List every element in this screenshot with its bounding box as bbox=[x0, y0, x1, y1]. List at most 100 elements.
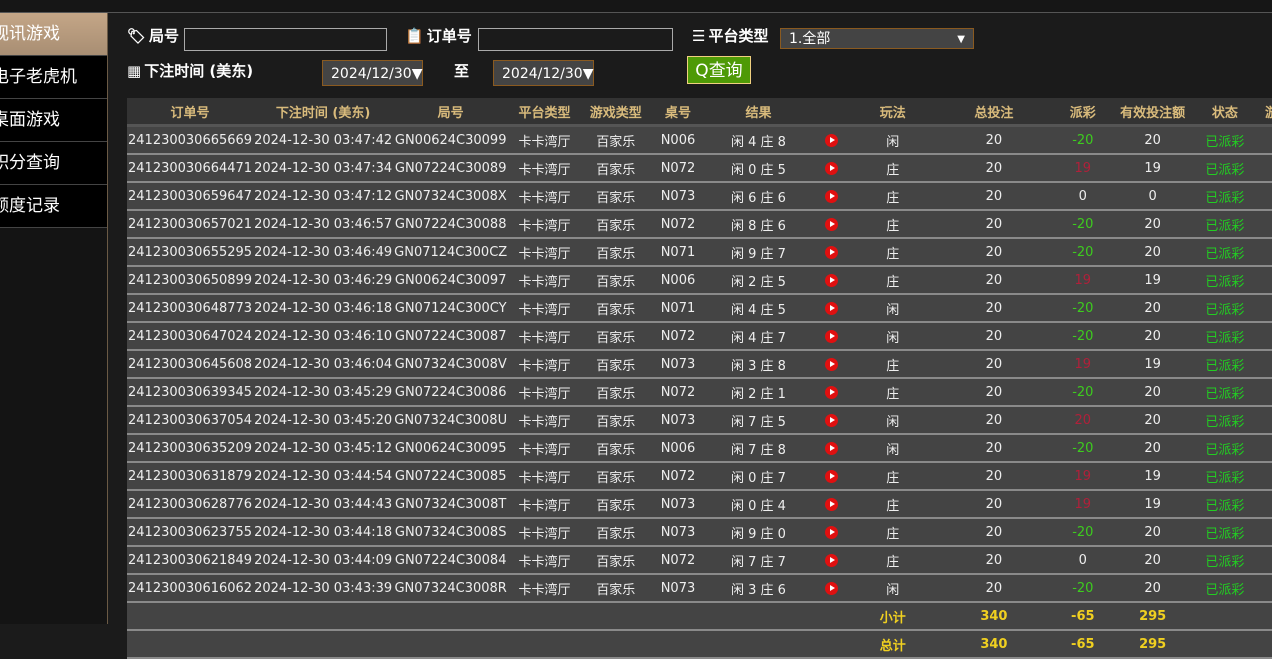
bet-side: 庄 bbox=[851, 518, 934, 547]
replay-cell bbox=[811, 546, 852, 575]
total-bet: 20 bbox=[933, 574, 1054, 603]
total-bet: 20 bbox=[933, 266, 1054, 295]
valid-bet: 20 bbox=[1111, 574, 1194, 603]
result: 闲 7 庄 8 bbox=[705, 434, 812, 463]
extra bbox=[1256, 154, 1272, 183]
bet-side: 庄 bbox=[851, 350, 934, 379]
spacer bbox=[1256, 630, 1272, 659]
column-header: 平台类型 bbox=[508, 98, 581, 127]
extra bbox=[1256, 182, 1272, 211]
order-id: 241230030647024 bbox=[127, 322, 254, 351]
play-icon[interactable] bbox=[825, 441, 839, 455]
order-input[interactable] bbox=[478, 28, 673, 51]
order-id: 241230030648773 bbox=[127, 294, 254, 323]
payout: 19 bbox=[1054, 154, 1112, 183]
play-icon[interactable] bbox=[825, 581, 839, 595]
replay-cell bbox=[811, 434, 852, 463]
order-label: 订单号 bbox=[426, 27, 472, 45]
payout: -20 bbox=[1054, 434, 1112, 463]
round-id: GN07324C3008U bbox=[393, 406, 509, 435]
payout: -20 bbox=[1054, 378, 1112, 407]
status: 已派彩 bbox=[1193, 294, 1257, 323]
round-id: GN07224C30087 bbox=[393, 322, 509, 351]
extra bbox=[1256, 294, 1272, 323]
date-from-select[interactable]: 2024/12/30▼ bbox=[322, 60, 423, 86]
column-header: 游戏类型 bbox=[580, 98, 651, 127]
bet-time: 2024-12-30 03:46:57 bbox=[253, 210, 394, 239]
play-icon[interactable] bbox=[825, 217, 839, 231]
play-icon[interactable] bbox=[825, 357, 839, 371]
play-icon[interactable] bbox=[825, 161, 839, 175]
extra bbox=[1256, 518, 1272, 547]
date-to-select[interactable]: 2024/12/30▼ bbox=[493, 60, 594, 86]
status: 已派彩 bbox=[1193, 546, 1257, 575]
play-icon[interactable] bbox=[825, 469, 839, 483]
play-icon[interactable] bbox=[825, 413, 839, 427]
bet-records-table: 订单号 下注时间 (美东) 局号 平台类型 游戏类型 桌号 结果 玩法 总投注 派彩 有效投注额 状态… bbox=[127, 98, 1272, 659]
play-icon[interactable] bbox=[825, 301, 839, 315]
round-input[interactable] bbox=[184, 28, 387, 51]
sidebar-item-credit-log[interactable]: 额度记录 bbox=[0, 185, 107, 228]
play-icon[interactable] bbox=[825, 553, 839, 567]
bet-side: 庄 bbox=[851, 210, 934, 239]
sidebar-item-live-games[interactable]: 视讯游戏 bbox=[0, 13, 107, 56]
total-bet: 20 bbox=[933, 406, 1054, 435]
total-bet: 20 bbox=[933, 434, 1054, 463]
bet-time: 2024-12-30 03:47:34 bbox=[253, 154, 394, 183]
table-no: N071 bbox=[650, 294, 706, 323]
order-id: 241230030637054 bbox=[127, 406, 254, 435]
result: 闲 3 庄 8 bbox=[705, 350, 812, 379]
total-row: 总计 340 -65 295 bbox=[127, 630, 1272, 659]
play-icon[interactable] bbox=[825, 273, 839, 287]
order-id: 241230030623755 bbox=[127, 518, 254, 547]
valid-bet: 20 bbox=[1111, 546, 1194, 575]
order-id: 241230030631879 bbox=[127, 462, 254, 491]
column-header: 下注时间 (美东) bbox=[253, 98, 394, 127]
play-icon[interactable] bbox=[825, 497, 839, 511]
column-header: 状态 bbox=[1193, 98, 1257, 127]
game-type: 百家乐 bbox=[580, 350, 651, 379]
to-label: 至 bbox=[454, 62, 470, 80]
result: 闲 4 庄 8 bbox=[705, 125, 812, 155]
sidebar-item-points[interactable]: 积分查询 bbox=[0, 142, 107, 185]
play-icon[interactable] bbox=[825, 385, 839, 399]
result: 闲 8 庄 6 bbox=[705, 210, 812, 239]
order-id: 241230030639345 bbox=[127, 378, 254, 407]
platform-select[interactable]: 1.全部 ▼ bbox=[780, 28, 974, 49]
play-icon[interactable] bbox=[825, 245, 839, 259]
spacer bbox=[127, 602, 852, 631]
sidebar-item-table-games[interactable]: 桌面游戏 bbox=[0, 99, 107, 142]
play-icon[interactable] bbox=[825, 525, 839, 539]
bet-side: 庄 bbox=[851, 266, 934, 295]
game-type: 百家乐 bbox=[580, 462, 651, 491]
bet-time: 2024-12-30 03:43:39 bbox=[253, 574, 394, 603]
game-type: 百家乐 bbox=[580, 406, 651, 435]
extra bbox=[1256, 406, 1272, 435]
sidebar-item-slots[interactable]: 电子老虎机 bbox=[0, 56, 107, 99]
order-id: 241230030628776 bbox=[127, 490, 254, 519]
search-button[interactable]: Q查询 bbox=[687, 56, 751, 84]
platform: 卡卡湾厅 bbox=[508, 462, 581, 491]
total-payout: -65 bbox=[1054, 630, 1112, 659]
status: 已派彩 bbox=[1193, 462, 1257, 491]
game-type: 百家乐 bbox=[580, 490, 651, 519]
bet-time: 2024-12-30 03:45:29 bbox=[253, 378, 394, 407]
replay-cell bbox=[811, 378, 852, 407]
round-id: GN00624C30099 bbox=[393, 125, 509, 155]
result: 闲 4 庄 5 bbox=[705, 294, 812, 323]
subtotal-bet: 340 bbox=[933, 602, 1054, 631]
play-icon[interactable] bbox=[825, 189, 839, 203]
play-icon[interactable] bbox=[825, 329, 839, 343]
play-icon[interactable] bbox=[825, 133, 839, 147]
bet-side: 闲 bbox=[851, 322, 934, 351]
replay-cell bbox=[811, 125, 852, 155]
column-header: 游 bbox=[1256, 98, 1272, 127]
total-bet: 20 bbox=[933, 378, 1054, 407]
round-id: GN07224C30086 bbox=[393, 378, 509, 407]
game-type: 百家乐 bbox=[580, 266, 651, 295]
platform-label: 平台类型 bbox=[708, 27, 769, 45]
column-header: 总投注 bbox=[933, 98, 1054, 127]
order-id: 241230030616062 bbox=[127, 574, 254, 603]
total-bet: 20 bbox=[933, 462, 1054, 491]
table-row: 241230030631879 2024-12-30 03:44:54 GN0722… bbox=[127, 462, 1272, 491]
